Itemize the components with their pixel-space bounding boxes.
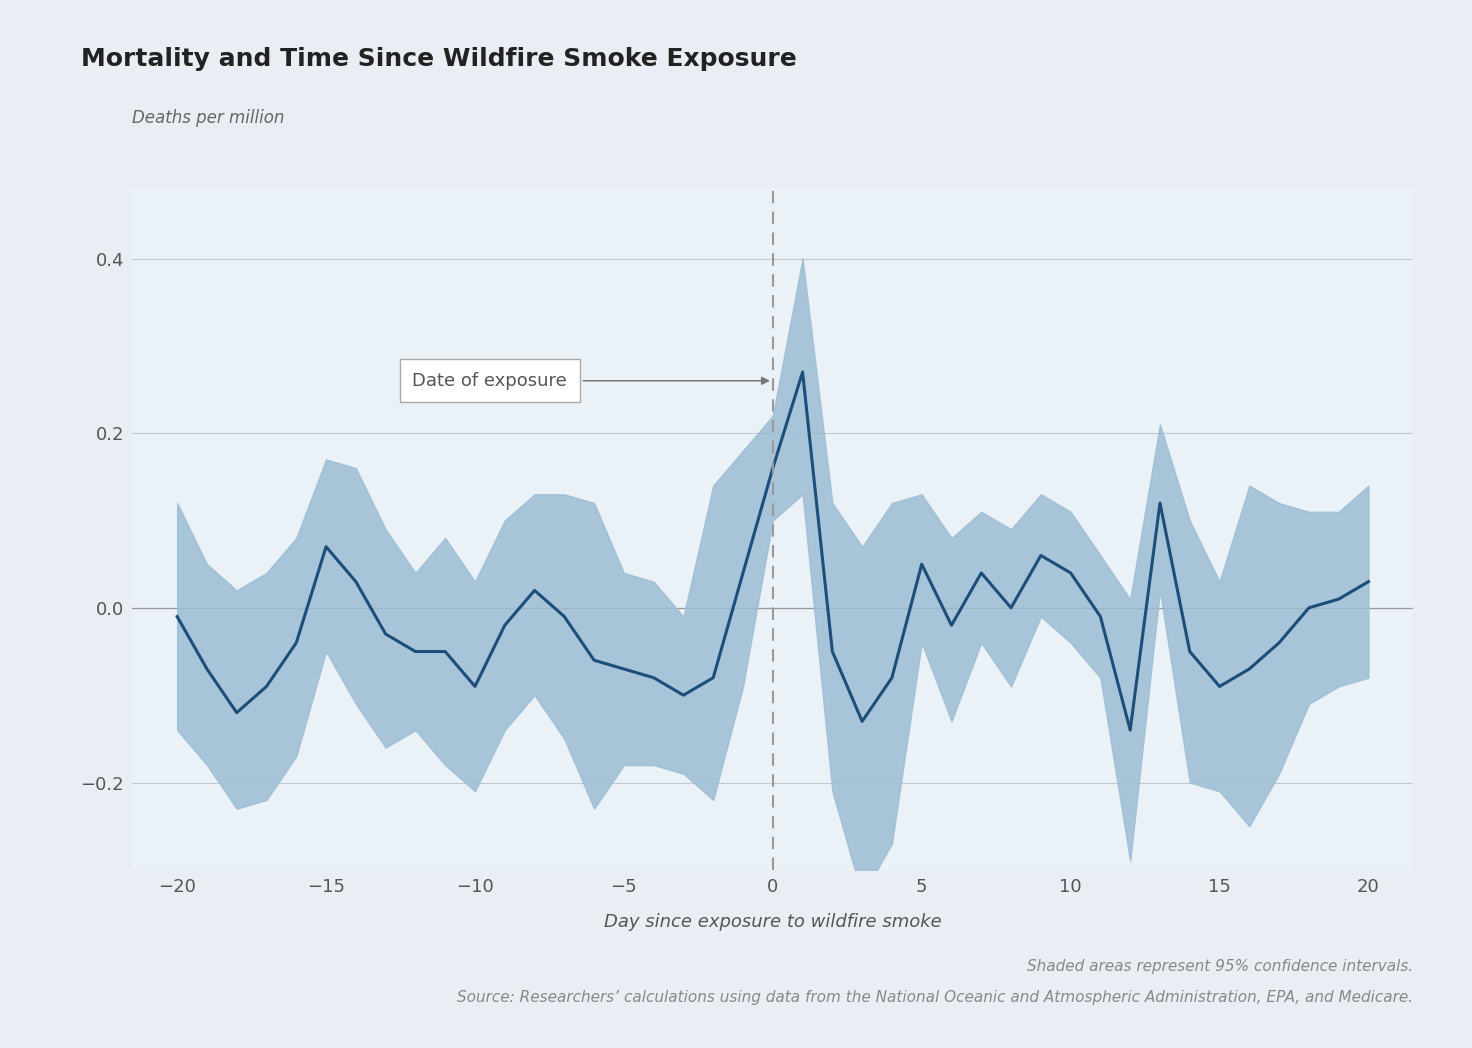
Text: Deaths per million: Deaths per million: [132, 109, 286, 128]
Text: Mortality and Time Since Wildfire Smoke Exposure: Mortality and Time Since Wildfire Smoke …: [81, 47, 796, 71]
Text: Date of exposure: Date of exposure: [412, 372, 768, 390]
X-axis label: Day since exposure to wildfire smoke: Day since exposure to wildfire smoke: [604, 913, 942, 931]
Text: Source: Researchers’ calculations using data from the National Oceanic and Atmos: Source: Researchers’ calculations using …: [456, 990, 1413, 1005]
Text: Shaded areas represent 95% confidence intervals.: Shaded areas represent 95% confidence in…: [1027, 959, 1413, 974]
